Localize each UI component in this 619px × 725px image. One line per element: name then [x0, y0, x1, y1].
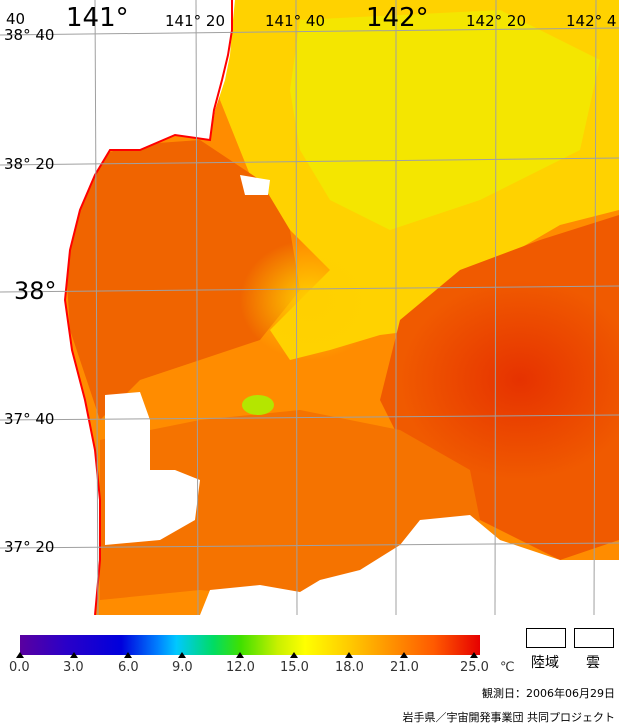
- sea-surface-temperature-map: [0, 0, 619, 615]
- scale-label: 3.0: [63, 660, 84, 675]
- scale-tick: [178, 652, 186, 658]
- warm-south-zone: [100, 410, 480, 600]
- scale-label: 25.0: [460, 660, 489, 675]
- land-legend-swatch: [526, 628, 566, 648]
- lat-lon-grid: [0, 0, 619, 615]
- scale-tick: [400, 652, 408, 658]
- lat-label-38-20: 38° 20: [4, 155, 55, 173]
- lat-label-38-40: 38° 40: [4, 26, 55, 44]
- cloud-area: [105, 392, 200, 545]
- lon-label-142: 142°: [366, 3, 429, 33]
- coastline: [63, 0, 233, 615]
- scale-tick: [290, 652, 298, 658]
- cloud-area-south: [200, 515, 619, 615]
- scale-label: 12.0: [226, 660, 255, 675]
- corner-label: 40: [6, 10, 26, 28]
- temperature-color-scale: [20, 635, 480, 655]
- lon-label-141-20: 141° 20: [165, 12, 225, 30]
- scale-label: 18.0: [335, 660, 364, 675]
- lat-label-37-20: 37° 20: [4, 538, 55, 556]
- scale-label: 15.0: [280, 660, 309, 675]
- scale-unit: ℃: [500, 660, 515, 675]
- cloud-legend-label: 雲: [586, 655, 600, 671]
- warm-core: [400, 280, 619, 480]
- scale-tick: [16, 652, 24, 658]
- observation-date: 観測日：2006年06月29日: [482, 687, 615, 700]
- scale-label: 9.0: [172, 660, 193, 675]
- lon-label-141-40: 141° 40: [265, 12, 325, 30]
- lat-label-37-40: 37° 40: [4, 410, 55, 428]
- lon-label-142-4: 142° 4: [566, 12, 617, 30]
- warm-center: [240, 240, 380, 360]
- scale-tick: [470, 652, 478, 658]
- cool-patch: [242, 395, 274, 415]
- project-credit: 岩手県／宇宙開発事業団 共同プロジェクト: [402, 711, 616, 724]
- coolest-zone: [290, 10, 600, 230]
- cloud-patch: [240, 175, 270, 195]
- lon-label-142-20: 142° 20: [466, 12, 526, 30]
- cloud-legend-swatch: [574, 628, 614, 648]
- scale-tick: [345, 652, 353, 658]
- land-area: [0, 0, 235, 615]
- warm-coastal-zone: [60, 140, 300, 420]
- scale-label: 0.0: [9, 660, 30, 675]
- scale-tick: [236, 652, 244, 658]
- lon-label-141: 141°: [66, 3, 129, 33]
- land-legend-label: 陸域: [531, 655, 559, 671]
- scale-label: 6.0: [118, 660, 139, 675]
- scale-label: 21.0: [390, 660, 419, 675]
- scale-tick: [70, 652, 78, 658]
- lat-label-38: 38°: [14, 277, 57, 305]
- scale-tick: [124, 652, 132, 658]
